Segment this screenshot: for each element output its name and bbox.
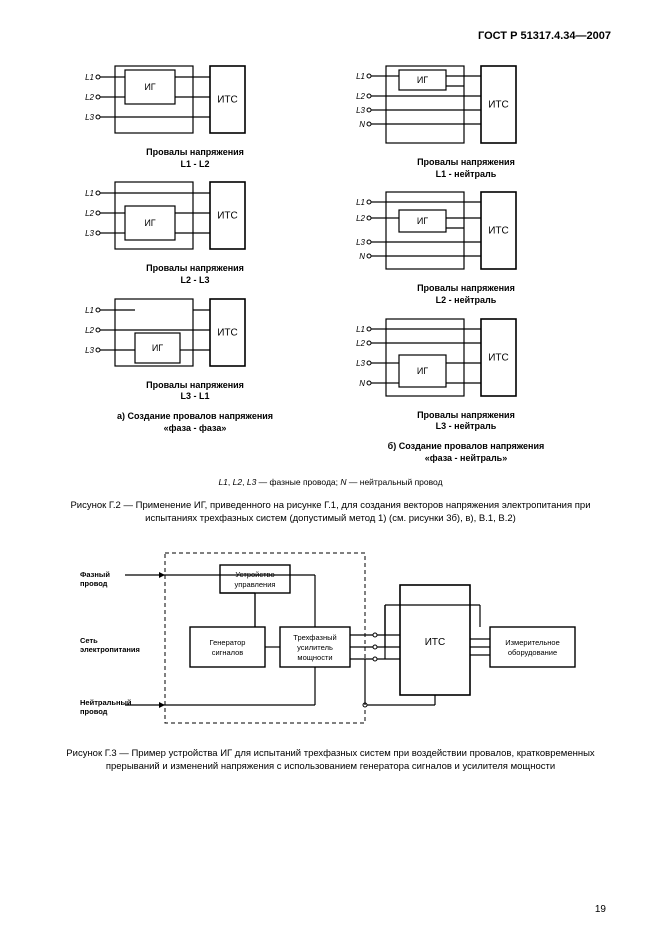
svg-text:L2: L2 [356,92,365,101]
svg-text:ИТС: ИТС [488,352,509,363]
svg-text:L1: L1 [85,73,94,82]
svg-text:N: N [359,379,365,388]
svg-text:Нейтральный: Нейтральный [80,698,132,707]
svg-text:L3: L3 [85,113,94,122]
svg-text:Фазный: Фазный [80,570,110,579]
svg-text:Измерительное: Измерительное [505,638,560,647]
figure-g2-grid: ИТС ИГ L1 L2 L3 Провалы напряжения L1 - L2 И… [70,62,591,465]
column-caption-b: б) Создание провалов напряжения «фаза - … [341,441,591,464]
svg-text:оборудование: оборудование [508,648,557,657]
svg-text:Трехфазный: Трехфазный [293,633,336,642]
caption-b2: Провалы напряжения L2 - нейтраль [341,283,591,306]
caption-b1: Провалы напряжения L1 - нейтраль [341,157,591,180]
svg-text:ИГ: ИГ [417,366,428,376]
svg-text:ИТС: ИТС [425,637,446,648]
caption-a2: Провалы напряжения L2 - L3 [70,263,320,286]
svg-text:L2: L2 [85,326,94,335]
svg-text:L2: L2 [85,209,94,218]
svg-text:ИГ: ИГ [144,218,155,228]
figure-g2-column-a: ИТС ИГ L1 L2 L3 Провалы напряжения L1 - L2 И… [70,62,320,465]
svg-text:L2: L2 [356,339,365,348]
svg-text:ИТС: ИТС [217,327,238,338]
svg-text:L3: L3 [85,346,94,355]
svg-text:провод: провод [80,707,108,716]
svg-text:L2: L2 [85,93,94,102]
svg-text:ИТС: ИТС [488,100,509,111]
document-standard-header: ГОСТ Р 51317.4.34—2007 [50,30,611,42]
diagram-a2: ИТС ИГ L1 L2 L3 [70,178,320,253]
svg-text:L3: L3 [85,229,94,238]
diagram-b1: ИТС ИГ L1 L2 L3 N [341,62,591,147]
svg-text:L1: L1 [356,198,365,207]
svg-text:Генератор: Генератор [210,638,246,647]
caption-g3: Рисунок Г.3 — Пример устройства ИГ для и… [60,747,601,774]
svg-text:L2: L2 [356,214,365,223]
svg-text:ИГ: ИГ [144,82,155,92]
svg-text:усилитель: усилитель [297,643,333,652]
svg-text:управления: управления [235,580,276,589]
svg-text:электропитания: электропитания [80,645,140,654]
svg-text:ИГ: ИГ [417,216,428,226]
column-caption-a: а) Создание провалов напряжения «фаза - … [70,411,320,434]
diagram-b2: ИТС ИГ L1 L2 L3 N [341,188,591,273]
document-page: ГОСТ Р 51317.4.34—2007 ИТС ИГ L1 L2 L3 Прова… [0,0,661,935]
svg-text:N: N [359,120,365,129]
svg-text:L1: L1 [356,325,365,334]
svg-text:провод: провод [80,579,108,588]
figure-g3: УстройствоуправленияГенераторсигналовТре… [70,545,591,735]
svg-text:ИГ: ИГ [417,75,428,85]
svg-text:мощности: мощности [297,653,332,662]
svg-text:N: N [359,252,365,261]
svg-text:ИТС: ИТС [488,226,509,237]
diagram-b3: ИТС ИГ L1 L2 L3 N [341,315,591,400]
caption-g2: Рисунок Г.2 — Применение ИГ, приведенног… [60,499,601,526]
page-number: 19 [595,904,606,915]
svg-text:L1: L1 [356,72,365,81]
svg-text:Сеть: Сеть [80,636,98,645]
svg-text:L1: L1 [85,189,94,198]
figure-g2-column-b: ИТС ИГ L1 L2 L3 N Провалы напряжения L1 - ней… [341,62,591,465]
svg-text:ИТС: ИТС [217,95,238,106]
svg-text:сигналов: сигналов [212,648,244,657]
caption-b3: Провалы напряжения L3 - нейтраль [341,410,591,433]
svg-text:ИТС: ИТС [217,211,238,222]
svg-text:L3: L3 [356,359,365,368]
svg-text:L3: L3 [356,106,365,115]
caption-a3: Провалы напряжения L3 - L1 [70,380,320,403]
diagram-a1: ИТС ИГ L1 L2 L3 [70,62,320,137]
diagram-a3: ИТС ИГ L1 L2 L3 [70,295,320,370]
diagram-g3: УстройствоуправленияГенераторсигналовТре… [70,545,591,735]
caption-a1: Провалы напряжения L1 - L2 [70,147,320,170]
svg-text:ИГ: ИГ [152,343,163,353]
svg-text:L3: L3 [356,238,365,247]
svg-text:L1: L1 [85,306,94,315]
note-line: L1, L2, L3 — фазные провода; N — нейтрал… [50,477,611,487]
